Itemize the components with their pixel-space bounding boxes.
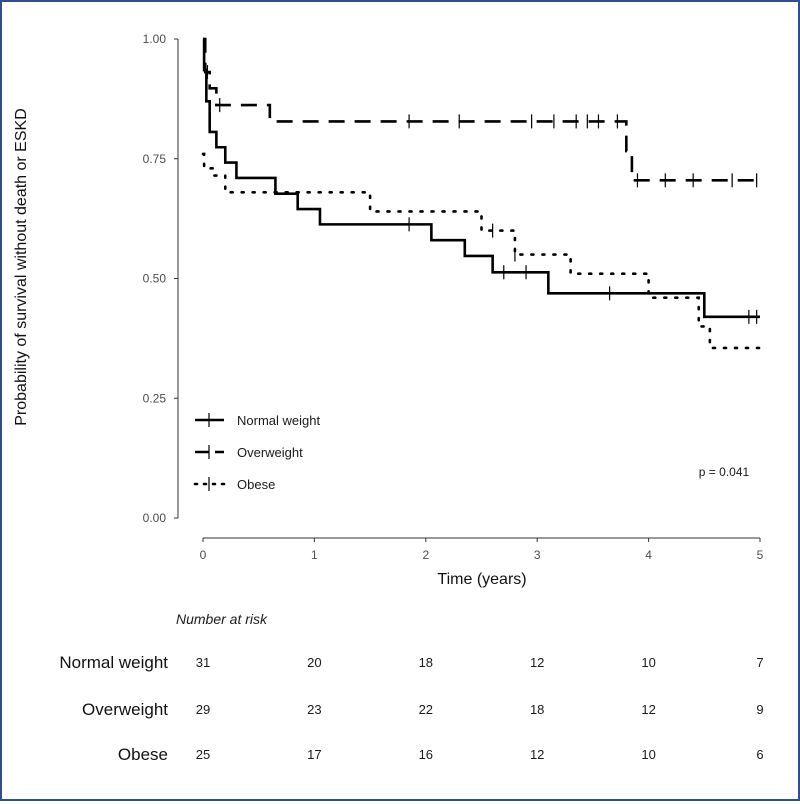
x-tick-label: 5: [757, 548, 764, 562]
curves: [201, 37, 762, 350]
risk-cell: 7: [756, 655, 763, 670]
x-tick-label: 4: [645, 548, 652, 562]
risk-cell: 12: [530, 655, 544, 670]
risk-cell: 29: [196, 702, 210, 717]
risk-cell: 6: [756, 747, 763, 762]
y-axis-title: Probability of survival without death or…: [13, 108, 30, 425]
x-tick-label: 3: [534, 548, 541, 562]
series-normal-weight: [202, 37, 760, 324]
y-tick-label: 0.75: [143, 152, 167, 166]
legend: Normal weight Overweight Obese: [193, 413, 320, 492]
legend-label-overweight: Overweight: [237, 445, 303, 460]
x-tick-label: 2: [422, 548, 429, 562]
x-tick-label: 0: [200, 548, 207, 562]
risk-cell: 9: [756, 702, 763, 717]
y-tick-label: 0.50: [143, 272, 167, 286]
axes: 0.00 0.25 0.50 0.75 1.00 0 1 2 3 4 5: [143, 32, 764, 562]
risk-cell: 20: [307, 655, 321, 670]
x-axis-title: Time (years): [437, 571, 526, 588]
legend-item-obese: Obese: [193, 477, 275, 492]
y-tick-label: 1.00: [143, 32, 167, 46]
risk-row-obese: Obese 25 17 16 12 10 6: [118, 745, 764, 764]
risk-table-title: Number at risk: [176, 611, 268, 627]
series-overweight: [203, 37, 760, 188]
x-tick-label: 1: [311, 548, 318, 562]
risk-row-normal-weight: Normal weight 31 20 18 12 10 7: [59, 653, 763, 672]
risk-table: Number at risk Normal weight 31 20 18 12 10 7 O…: [59, 611, 763, 764]
series-line-normal-weight: [202, 37, 760, 319]
risk-row-label: Normal weight: [59, 653, 168, 672]
y-tick-label: 0.00: [143, 511, 167, 525]
risk-cell: 17: [307, 747, 321, 762]
legend-item-normal-weight: Normal weight: [195, 413, 320, 428]
series-obese: [201, 152, 762, 350]
risk-row-label: Overweight: [82, 700, 168, 719]
risk-row-overweight: Overweight 29 23 22 18 12 9: [82, 700, 764, 719]
legend-item-overweight: Overweight: [195, 445, 303, 460]
legend-label-obese: Obese: [237, 477, 275, 492]
risk-row-label: Obese: [118, 745, 168, 764]
risk-cell: 12: [641, 702, 655, 717]
series-line-overweight: [203, 37, 760, 182]
series-line-obese: [201, 152, 762, 350]
risk-cell: 18: [419, 655, 433, 670]
y-tick-label: 0.25: [143, 391, 167, 405]
risk-cell: 25: [196, 747, 210, 762]
risk-cell: 12: [530, 747, 544, 762]
legend-label-normal-weight: Normal weight: [237, 413, 320, 428]
risk-cell: 18: [530, 702, 544, 717]
p-value-annotation: p = 0.041: [699, 465, 750, 479]
risk-cell: 16: [419, 747, 433, 762]
risk-cell: 31: [196, 655, 210, 670]
risk-cell: 10: [641, 655, 655, 670]
risk-cell: 22: [419, 702, 433, 717]
risk-cell: 10: [641, 747, 655, 762]
risk-cell: 23: [307, 702, 321, 717]
